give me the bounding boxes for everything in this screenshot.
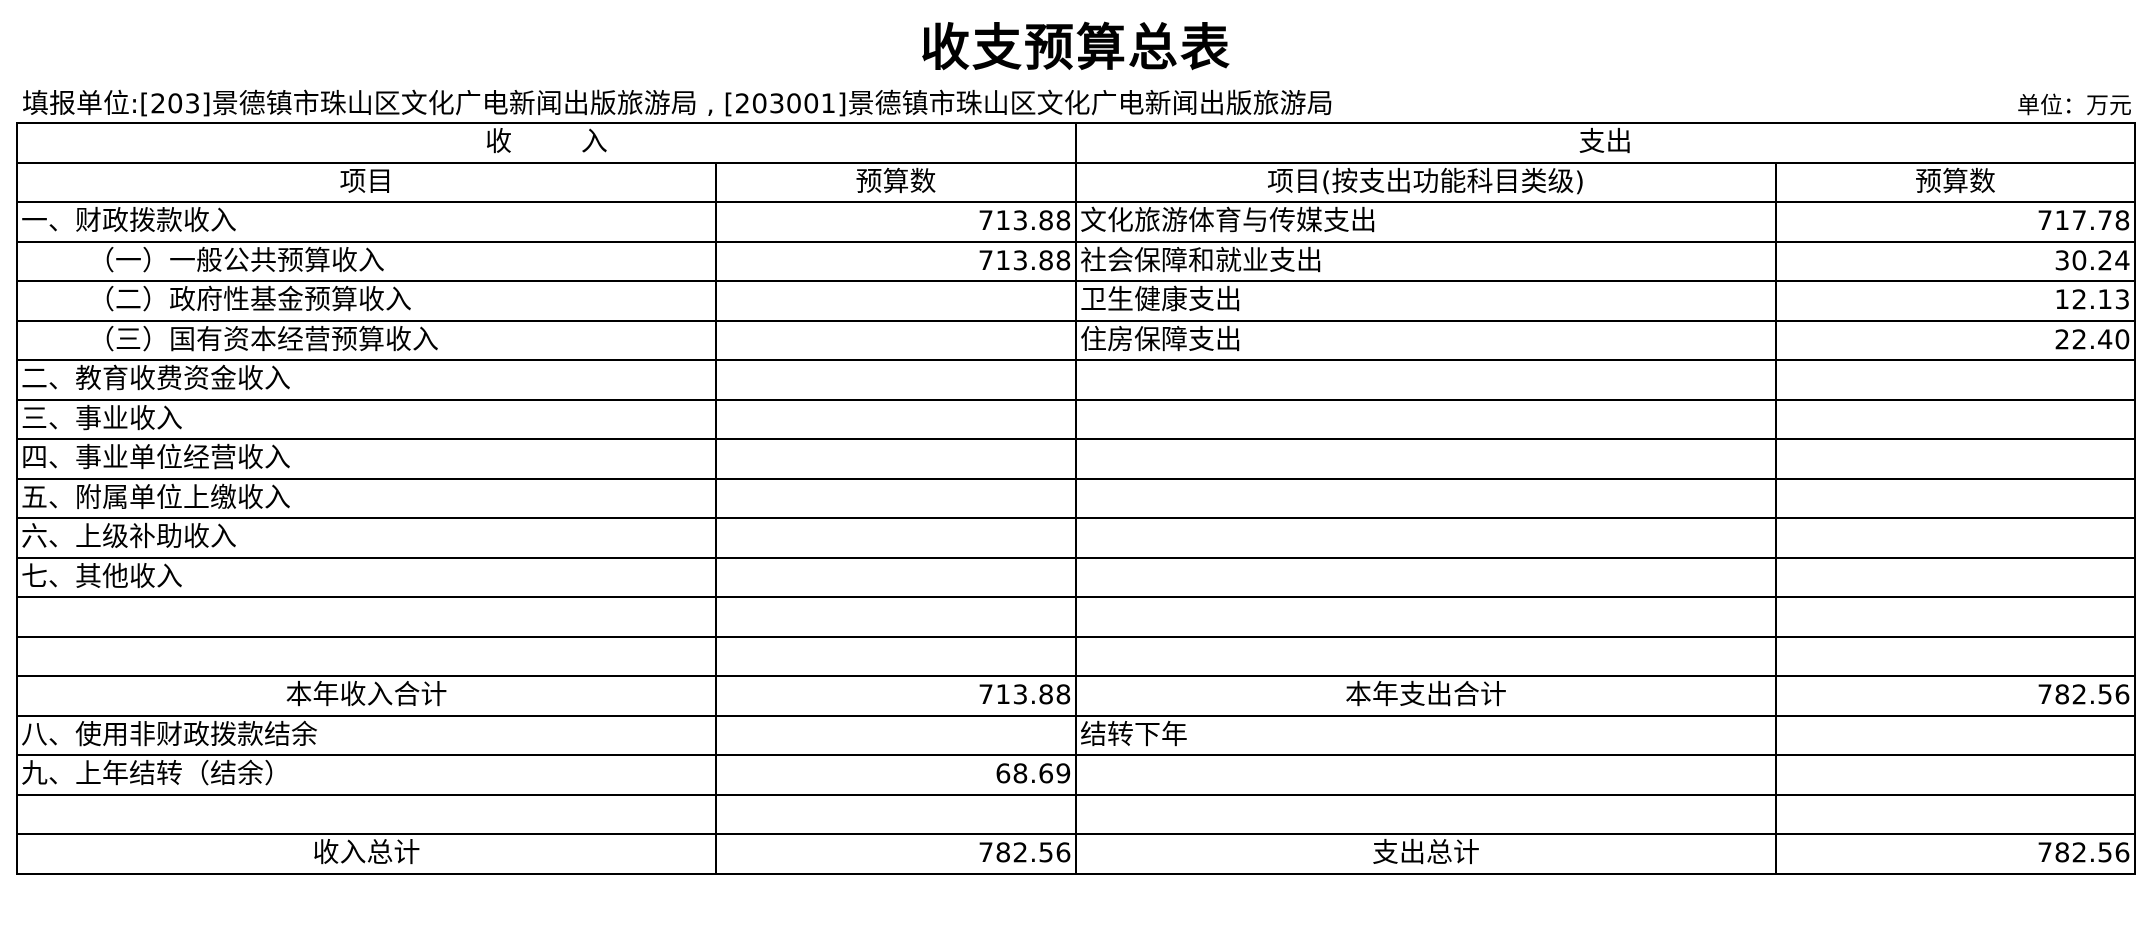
expense-budget-cell [1775, 793, 2137, 835]
table-row: 八、使用非财政拨款结余 结转下年 [16, 714, 2137, 756]
table-row: （三）国有资本经营预算收入 住房保障支出 22.40 [16, 319, 2137, 361]
expense-item-cell [1075, 596, 1778, 638]
table-row: 一、财政拨款收入 713.88 文化旅游体育与传媒支出 717.78 [16, 201, 2137, 243]
expense-item-cell [1075, 359, 1778, 401]
header-row-columns: 项目 预算数 项目(按支出功能科目类级) 预算数 [16, 161, 2137, 203]
table-row: 四、事业单位经营收入 [16, 438, 2137, 480]
income-section-header: 收 入 [15, 122, 1078, 164]
table-row: （一）一般公共预算收入 713.88 社会保障和就业支出 30.24 [16, 240, 2137, 282]
expense-item-cell: 结转下年 [1075, 714, 1778, 756]
income-item-cell: 六、上级补助收入 [16, 517, 717, 559]
expense-budget-cell [1775, 596, 2137, 638]
income-item-cell: 九、上年结转（结余） [16, 754, 717, 796]
income-budget-cell [714, 714, 1078, 756]
income-item-cell: 收入总计 [16, 833, 717, 875]
expense-item-cell [1075, 793, 1778, 835]
income-item-cell: 一、财政拨款收入 [16, 201, 717, 243]
expense-budget-cell [1775, 398, 2137, 440]
currency-unit: 单位：万元 [2017, 93, 2132, 119]
expense-budget-cell [1775, 635, 2137, 677]
expense-item-header: 项目(按支出功能科目类级) [1075, 161, 1778, 203]
expense-item-cell [1075, 556, 1778, 598]
income-item-cell: （三）国有资本经营预算收入 [16, 319, 717, 361]
expense-budget-cell: 22.40 [1775, 319, 2137, 361]
expense-budget-cell: 717.78 [1775, 201, 2137, 243]
expense-item-cell: 文化旅游体育与传媒支出 [1075, 201, 1778, 243]
income-budget-cell [714, 477, 1078, 519]
expense-budget-cell: 782.56 [1775, 675, 2137, 717]
expense-budget-cell [1775, 438, 2137, 480]
total-row: 收入总计 782.56 支出总计 782.56 [16, 833, 2137, 875]
expense-budget-cell [1775, 477, 2137, 519]
expense-budget-cell: 782.56 [1775, 833, 2137, 875]
income-budget-cell: 713.88 [714, 675, 1078, 717]
expense-section-header: 支出 [1075, 122, 2137, 164]
income-budget-cell [714, 556, 1078, 598]
total-row: 本年收入合计 713.88 本年支出合计 782.56 [16, 675, 2137, 717]
expense-item-cell [1075, 754, 1778, 796]
expense-item-cell: 住房保障支出 [1075, 319, 1778, 361]
income-budget-cell: 713.88 [714, 240, 1078, 282]
expense-item-cell [1075, 398, 1778, 440]
income-budget-header: 预算数 [714, 161, 1078, 203]
budget-table: 收 入 支出 项目 预算数 项目(按支出功能科目类级) 预算数 一、财政拨款收入… [15, 122, 2137, 875]
expense-budget-cell [1775, 517, 2137, 559]
income-budget-cell [714, 280, 1078, 322]
income-budget-cell: 713.88 [714, 201, 1078, 243]
table-row: 五、附属单位上缴收入 [16, 477, 2137, 519]
income-item-cell: （二）政府性基金预算收入 [16, 280, 717, 322]
income-item-cell: 四、事业单位经营收入 [16, 438, 717, 480]
expense-item-cell: 社会保障和就业支出 [1075, 240, 1778, 282]
income-budget-cell: 782.56 [714, 833, 1078, 875]
table-row: （二）政府性基金预算收入 卫生健康支出 12.13 [16, 280, 2137, 322]
expense-item-cell: 支出总计 [1075, 833, 1778, 875]
table-row [16, 635, 2137, 677]
income-item-cell: 五、附属单位上缴收入 [16, 477, 717, 519]
expense-budget-cell [1775, 556, 2137, 598]
income-item-cell [16, 635, 717, 677]
income-item-cell: 本年收入合计 [16, 675, 717, 717]
expense-item-cell [1075, 438, 1778, 480]
table-row: 二、教育收费资金收入 [16, 359, 2137, 401]
table-row: 六、上级补助收入 [16, 517, 2137, 559]
table-row [16, 596, 2137, 638]
table-row: 三、事业收入 [16, 398, 2137, 440]
income-item-header: 项目 [16, 161, 717, 203]
income-budget-cell [714, 398, 1078, 440]
page-title: 收支预算总表 [920, 19, 1232, 77]
expense-budget-header: 预算数 [1775, 161, 2137, 203]
expense-item-cell: 本年支出合计 [1075, 675, 1778, 717]
expense-budget-cell [1775, 359, 2137, 401]
expense-budget-cell: 12.13 [1775, 280, 2137, 322]
expense-item-cell: 卫生健康支出 [1075, 280, 1778, 322]
expense-budget-cell [1775, 754, 2137, 796]
expense-item-cell [1075, 517, 1778, 559]
income-item-cell [16, 596, 717, 638]
header-row-section: 收 入 支出 [15, 122, 2137, 164]
income-item-cell: 七、其他收入 [16, 556, 717, 598]
income-item-cell: （一）一般公共预算收入 [16, 240, 717, 282]
table-row: 七、其他收入 [16, 556, 2137, 598]
table-row [16, 793, 2137, 835]
income-budget-cell [714, 319, 1078, 361]
income-item-cell [16, 793, 717, 835]
income-budget-cell [714, 596, 1078, 638]
income-budget-cell [714, 793, 1078, 835]
income-budget-cell [714, 438, 1078, 480]
expense-item-cell [1075, 635, 1778, 677]
expense-item-cell [1075, 477, 1778, 519]
expense-budget-cell [1775, 714, 2137, 756]
table-row: 九、上年结转（结余） 68.69 [16, 754, 2137, 796]
expense-budget-cell: 30.24 [1775, 240, 2137, 282]
income-item-cell: 八、使用非财政拨款结余 [16, 714, 717, 756]
income-budget-cell: 68.69 [714, 754, 1078, 796]
reporting-unit: 填报单位:[203]景德镇市珠山区文化广电新闻出版旅游局 , [203001]景… [22, 89, 1334, 120]
income-budget-cell [714, 635, 1078, 677]
income-budget-cell [714, 517, 1078, 559]
income-item-cell: 三、事业收入 [16, 398, 717, 440]
income-budget-cell [714, 359, 1078, 401]
income-item-cell: 二、教育收费资金收入 [16, 359, 717, 401]
